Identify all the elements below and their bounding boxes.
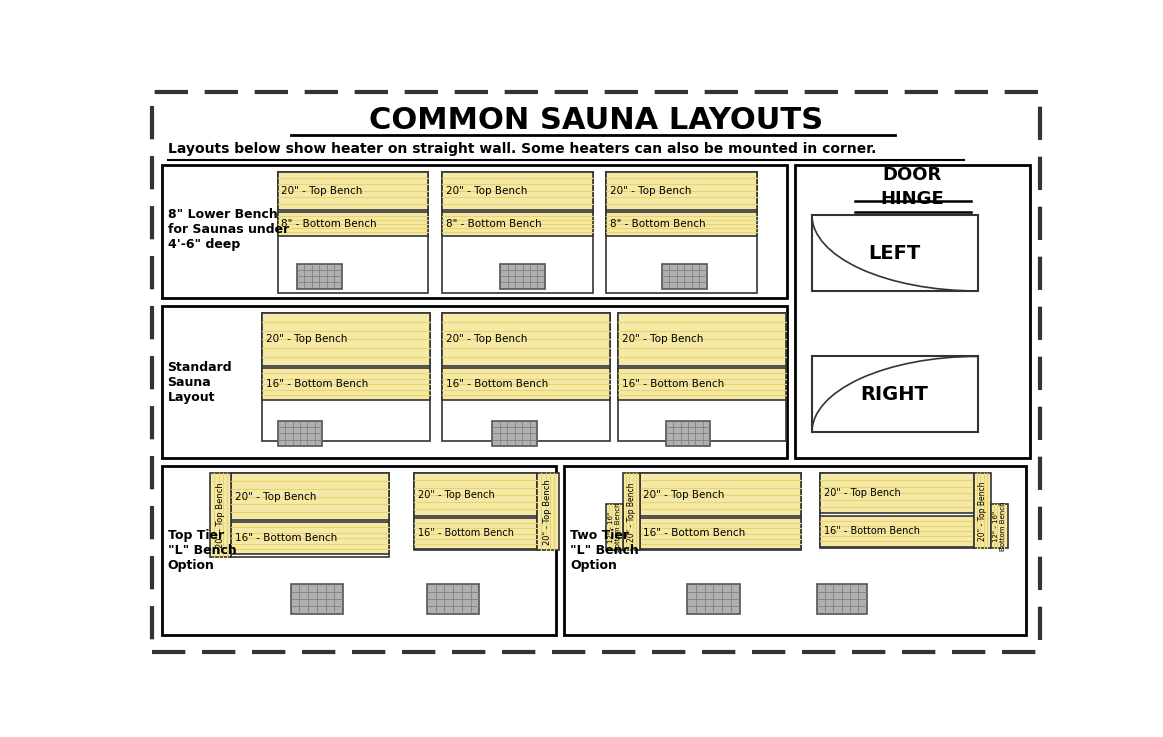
- Text: Layouts below show heater on straight wall. Some heaters can also be mounted in : Layouts below show heater on straight wa…: [167, 142, 876, 156]
- Bar: [640, 518, 801, 549]
- Text: RIGHT: RIGHT: [861, 385, 928, 404]
- Bar: [537, 473, 558, 551]
- Text: 16" - Bottom Bench: 16" - Bottom Bench: [266, 379, 369, 389]
- Text: DOOR
HINGE: DOOR HINGE: [880, 167, 944, 208]
- Bar: [414, 473, 537, 551]
- Bar: [618, 313, 786, 441]
- Text: 20" - Top Bench: 20" - Top Bench: [281, 186, 363, 196]
- Bar: [231, 473, 390, 520]
- Text: 20" - Top Bench: 20" - Top Bench: [543, 479, 552, 545]
- Bar: [427, 584, 479, 614]
- Bar: [820, 473, 973, 548]
- Bar: [816, 584, 866, 614]
- Text: 20" - Top Bench: 20" - Top Bench: [622, 335, 704, 344]
- Bar: [665, 421, 711, 446]
- Bar: [442, 172, 593, 293]
- Bar: [162, 466, 556, 635]
- Text: 16" - Bottom Bench: 16" - Bottom Bench: [643, 528, 745, 539]
- Bar: [442, 212, 593, 237]
- Bar: [442, 313, 611, 441]
- Bar: [618, 368, 786, 400]
- Bar: [297, 264, 342, 289]
- Bar: [442, 313, 611, 366]
- Bar: [262, 368, 430, 400]
- Bar: [687, 584, 740, 614]
- Bar: [278, 172, 428, 293]
- Bar: [820, 473, 973, 514]
- Bar: [606, 172, 757, 210]
- Bar: [231, 522, 390, 554]
- Bar: [162, 165, 787, 298]
- Bar: [262, 313, 430, 366]
- Bar: [795, 165, 1030, 458]
- Bar: [492, 421, 537, 446]
- Text: 8" - Bottom Bench: 8" - Bottom Bench: [447, 219, 542, 229]
- Bar: [500, 264, 544, 289]
- Bar: [640, 473, 801, 551]
- Text: 16" - Bottom Bench: 16" - Bottom Bench: [447, 379, 549, 389]
- Text: 16" - Bottom Bench: 16" - Bottom Bench: [235, 533, 337, 543]
- Bar: [442, 368, 611, 400]
- Bar: [162, 306, 787, 458]
- Text: 20" - Top Bench: 20" - Top Bench: [216, 482, 226, 548]
- Text: Top Tier
"L" Bench
Option: Top Tier "L" Bench Option: [167, 529, 236, 572]
- Bar: [622, 473, 640, 551]
- Text: 16" - Bottom Bench: 16" - Bottom Bench: [622, 379, 725, 389]
- Bar: [640, 473, 801, 516]
- Bar: [231, 473, 390, 556]
- Text: 20" - Top Bench: 20" - Top Bench: [447, 335, 528, 344]
- Bar: [278, 212, 428, 237]
- Text: 8" - Bottom Bench: 8" - Bottom Bench: [611, 219, 706, 229]
- Text: 20" - Top Bench: 20" - Top Bench: [611, 186, 692, 196]
- Text: COMMON SAUNA LAYOUTS: COMMON SAUNA LAYOUTS: [369, 106, 822, 136]
- Bar: [820, 516, 973, 547]
- Bar: [414, 518, 537, 549]
- Text: Standard
Sauna
Layout: Standard Sauna Layout: [167, 361, 233, 404]
- Bar: [262, 313, 430, 441]
- Text: 20" - Top Bench: 20" - Top Bench: [823, 489, 900, 498]
- Text: 20" - Top Bench: 20" - Top Bench: [643, 489, 725, 500]
- Text: LEFT: LEFT: [869, 244, 921, 262]
- Text: 20" - Top Bench: 20" - Top Bench: [235, 492, 316, 502]
- Bar: [662, 264, 707, 289]
- Bar: [991, 504, 1007, 548]
- Text: Two Tier
"L" Bench
Option: Two Tier "L" Bench Option: [570, 529, 638, 572]
- Bar: [209, 473, 231, 556]
- Text: 12" - 16"
Bottom Bench: 12" - 16" Bottom Bench: [993, 501, 1006, 551]
- Text: 8" Lower Bench
for Saunas under
4'-6" deep: 8" Lower Bench for Saunas under 4'-6" de…: [167, 208, 288, 251]
- Text: 20" - Top Bench: 20" - Top Bench: [266, 335, 348, 344]
- Bar: [564, 466, 1026, 635]
- Text: 20" - Top Bench: 20" - Top Bench: [627, 482, 635, 542]
- Text: 8" - Bottom Bench: 8" - Bottom Bench: [281, 219, 377, 229]
- Bar: [278, 172, 428, 210]
- Bar: [812, 215, 978, 291]
- Bar: [291, 584, 343, 614]
- Bar: [973, 473, 991, 548]
- Bar: [442, 172, 593, 210]
- Text: 16" - Bottom Bench: 16" - Bottom Bench: [823, 526, 920, 537]
- Bar: [606, 212, 757, 237]
- Bar: [606, 504, 622, 551]
- Text: 16" - Bottom Bench: 16" - Bottom Bench: [418, 528, 514, 539]
- Bar: [812, 357, 978, 432]
- Text: 20" - Top Bench: 20" - Top Bench: [418, 489, 494, 500]
- Bar: [414, 473, 537, 516]
- Text: 20" - Top Bench: 20" - Top Bench: [978, 481, 986, 540]
- Bar: [606, 172, 757, 293]
- Text: 20" - Top Bench: 20" - Top Bench: [447, 186, 528, 196]
- Text: 12" - 16"
Bottom Bench: 12" - 16" Bottom Bench: [607, 503, 621, 552]
- Bar: [278, 421, 322, 446]
- Bar: [618, 313, 786, 366]
